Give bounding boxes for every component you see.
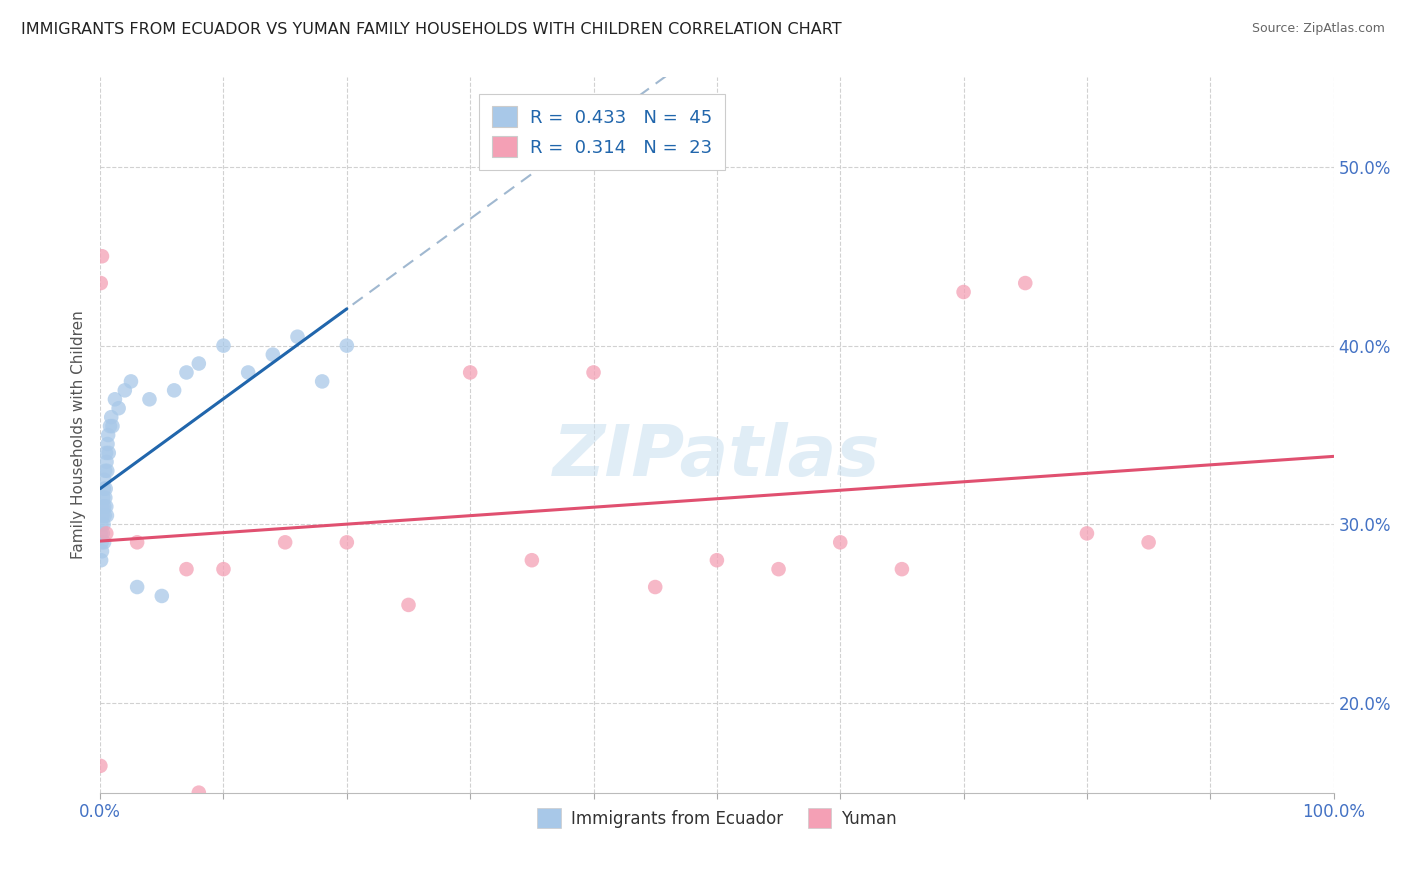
Legend: Immigrants from Ecuador, Yuman: Immigrants from Ecuador, Yuman xyxy=(530,802,903,834)
Point xyxy=(768,562,790,576)
Point xyxy=(150,589,173,603)
Point xyxy=(163,384,186,398)
Point xyxy=(104,392,127,407)
Point xyxy=(91,500,114,514)
Point xyxy=(114,384,136,398)
Point xyxy=(398,598,420,612)
Text: ZIPatlas: ZIPatlas xyxy=(553,422,880,491)
Point xyxy=(90,526,112,541)
Point xyxy=(311,375,333,389)
Point xyxy=(336,338,359,352)
Point xyxy=(458,366,481,380)
Point xyxy=(274,535,297,549)
Point xyxy=(89,759,111,773)
Point xyxy=(176,366,198,380)
Point xyxy=(120,375,142,389)
Point xyxy=(93,535,115,549)
Point xyxy=(127,580,149,594)
Point xyxy=(91,526,114,541)
Point xyxy=(212,562,235,576)
Point xyxy=(706,553,728,567)
Point xyxy=(262,348,284,362)
Point xyxy=(644,580,666,594)
Text: Source: ZipAtlas.com: Source: ZipAtlas.com xyxy=(1251,22,1385,36)
Point xyxy=(91,249,114,263)
Point xyxy=(90,517,112,532)
Point xyxy=(212,338,235,352)
Point xyxy=(97,446,120,460)
Point xyxy=(287,329,309,343)
Point xyxy=(1076,526,1098,541)
Point xyxy=(93,517,115,532)
Point xyxy=(90,553,112,567)
Point xyxy=(91,491,114,505)
Point xyxy=(127,535,149,549)
Point xyxy=(830,535,852,549)
Point xyxy=(91,544,114,558)
Point xyxy=(187,357,209,371)
Point xyxy=(1014,276,1036,290)
Point xyxy=(96,508,118,523)
Y-axis label: Family Households with Children: Family Households with Children xyxy=(72,310,86,559)
Point xyxy=(890,562,912,576)
Point xyxy=(336,535,359,549)
Point xyxy=(96,455,118,469)
Point xyxy=(93,500,115,514)
Point xyxy=(90,535,112,549)
Point xyxy=(952,285,974,299)
Point xyxy=(236,366,259,380)
Point xyxy=(176,562,198,576)
Point xyxy=(90,276,112,290)
Point xyxy=(98,419,121,434)
Point xyxy=(187,786,209,800)
Point xyxy=(97,428,120,442)
Point xyxy=(96,500,118,514)
Point xyxy=(138,392,160,407)
Point xyxy=(520,553,543,567)
Point xyxy=(94,491,117,505)
Point xyxy=(96,437,118,451)
Point xyxy=(107,401,129,416)
Point xyxy=(101,419,124,434)
Point xyxy=(100,410,122,425)
Point xyxy=(94,482,117,496)
Point xyxy=(1137,535,1160,549)
Point xyxy=(96,526,118,541)
Point xyxy=(93,473,115,487)
Point xyxy=(94,446,117,460)
Text: IMMIGRANTS FROM ECUADOR VS YUMAN FAMILY HOUSEHOLDS WITH CHILDREN CORRELATION CHA: IMMIGRANTS FROM ECUADOR VS YUMAN FAMILY … xyxy=(21,22,842,37)
Point xyxy=(582,366,605,380)
Point xyxy=(91,508,114,523)
Point xyxy=(94,464,117,478)
Point xyxy=(96,464,118,478)
Point xyxy=(93,482,115,496)
Point xyxy=(93,508,115,523)
